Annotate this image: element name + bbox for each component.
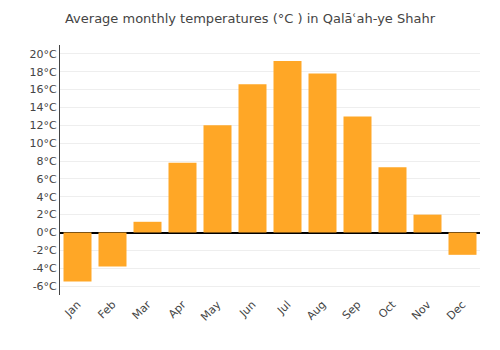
svg-text:Sep: Sep [340, 298, 364, 322]
svg-text:4°C: 4°C [37, 191, 57, 204]
svg-text:6°C: 6°C [37, 173, 57, 186]
svg-text:14°C: 14°C [30, 101, 57, 114]
svg-text:18°C: 18°C [30, 66, 57, 79]
svg-text:Jun: Jun [236, 298, 258, 320]
svg-text:10°C: 10°C [30, 137, 57, 150]
svg-text:Average monthly temperatures (: Average monthly temperatures (°C ) in Qa… [65, 11, 436, 26]
svg-text:Feb: Feb [96, 298, 119, 321]
svg-text:-4°C: -4°C [33, 262, 57, 275]
svg-text:Mar: Mar [130, 298, 154, 322]
svg-text:Aug: Aug [304, 298, 328, 322]
svg-text:Jul: Jul [274, 298, 293, 317]
svg-text:May: May [198, 298, 224, 324]
svg-text:Dec: Dec [444, 298, 468, 322]
svg-text:12°C: 12°C [30, 119, 57, 132]
svg-text:Jan: Jan [62, 298, 84, 320]
svg-text:Apr: Apr [166, 298, 189, 321]
svg-text:-2°C: -2°C [33, 244, 57, 257]
svg-text:0°C: 0°C [37, 226, 57, 239]
svg-text:2°C: 2°C [37, 208, 57, 221]
svg-text:Nov: Nov [409, 298, 434, 323]
svg-text:16°C: 16°C [30, 83, 57, 96]
svg-text:8°C: 8°C [37, 155, 57, 168]
svg-text:Oct: Oct [376, 298, 399, 321]
svg-text:-6°C: -6°C [33, 280, 57, 293]
svg-text:20°C: 20°C [30, 48, 57, 61]
